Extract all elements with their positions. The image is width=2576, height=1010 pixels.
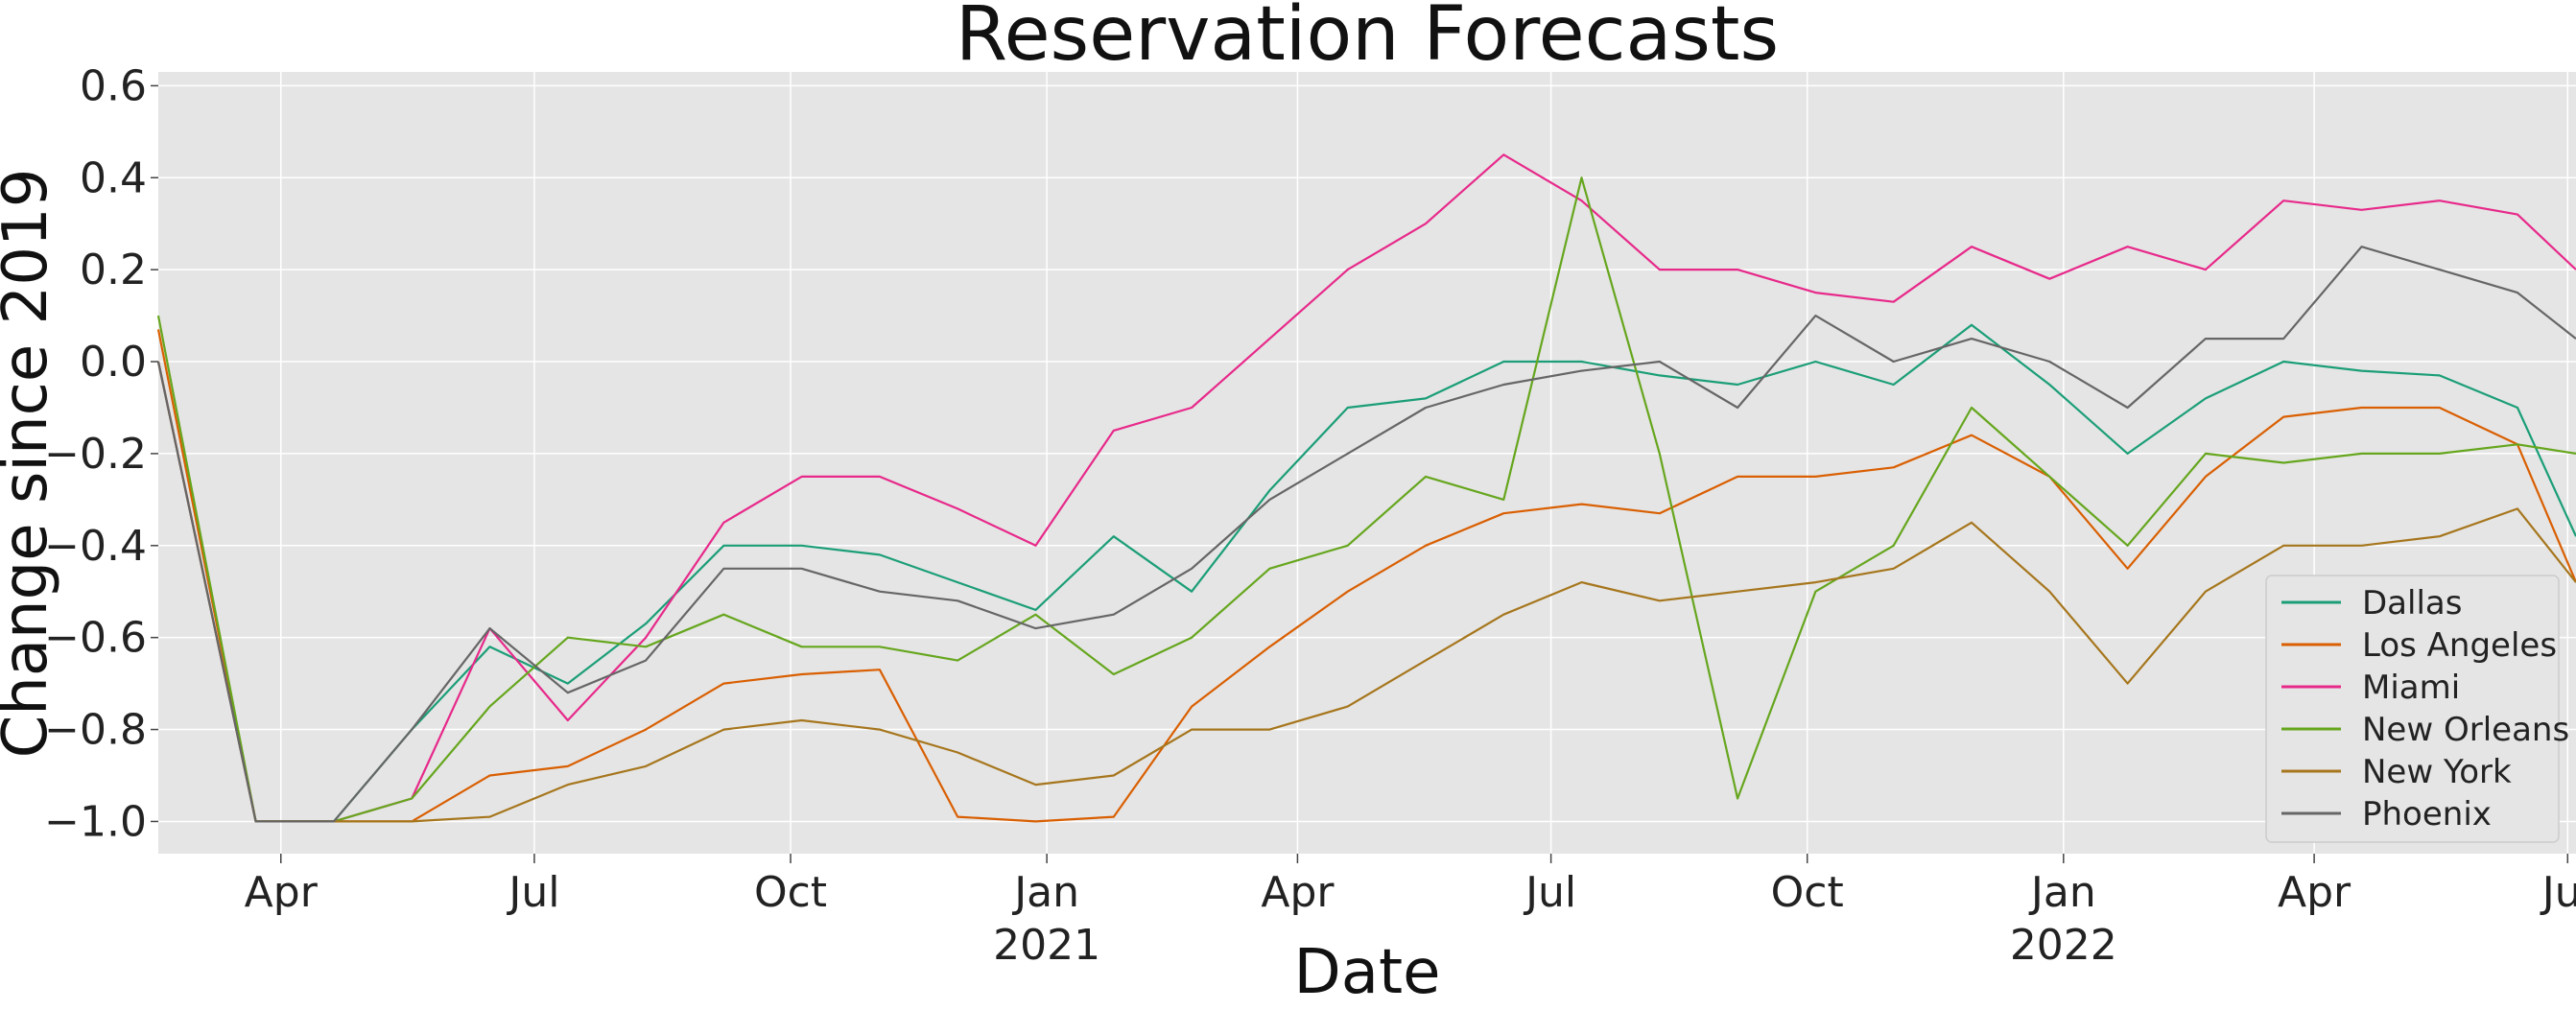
x-tick-label: Apr	[1261, 868, 1335, 917]
y-axis: −1.0 −0.8 −0.6 −0.4 −0.2 0.0 0.2 0.4 0.6	[44, 61, 158, 846]
y-tick-label: 0.4	[80, 153, 147, 202]
y-tick-label: −0.2	[44, 430, 147, 479]
legend-label: Miami	[2362, 669, 2460, 707]
y-tick-label: 0.6	[80, 61, 147, 110]
x-tick-label: Jul	[1523, 868, 1576, 917]
y-tick-label: −0.4	[44, 522, 147, 571]
x-tick-label: Oct	[1771, 868, 1844, 917]
legend-box	[2265, 575, 2560, 843]
x-tick-label: Jul	[2540, 868, 2576, 917]
y-axis-title: Change since 2019	[0, 169, 61, 759]
series-line-new-orleans	[156, 176, 2576, 823]
y-tick-label: −0.6	[44, 614, 147, 663]
x-tick-label: Oct	[754, 868, 827, 917]
x-tick-label: Jan	[1011, 868, 1079, 917]
y-tick-label: −0.8	[44, 706, 147, 755]
x-axis: AprJulOctJan2021AprJulOctJan2022AprJul	[245, 854, 2576, 970]
series-line-phoenix	[156, 246, 2576, 823]
x-tick-label: Jan	[2028, 868, 2096, 917]
legend: Dallas Los Angeles Miami New Orleans New Yor…	[2265, 575, 2569, 843]
x-axis-title: Date	[1294, 937, 1441, 1008]
legend-label: New York	[2362, 753, 2512, 791]
series-line-new-york	[156, 361, 2576, 823]
x-tick-label: Jul	[506, 868, 559, 917]
series-line-dallas	[156, 323, 2576, 823]
y-tick-label: 0.0	[80, 338, 147, 387]
legend-label: New Orleans	[2362, 711, 2569, 749]
y-tick-label: 0.2	[80, 246, 147, 294]
x-tick-year-label: 2022	[2010, 921, 2117, 970]
series-lines	[156, 153, 2576, 823]
series-line-miami	[156, 153, 2576, 823]
x-tick-year-label: 2021	[993, 921, 1100, 970]
chart-title: Reservation Forecasts	[956, 0, 1779, 78]
legend-label: Los Angeles	[2362, 626, 2557, 665]
x-tick-label: Apr	[2278, 868, 2351, 917]
grid	[158, 72, 2576, 854]
legend-label: Phoenix	[2362, 795, 2492, 834]
x-tick-label: Apr	[245, 868, 319, 917]
legend-label: Dallas	[2362, 584, 2462, 622]
plot-area	[158, 72, 2576, 854]
series-line-los-angeles	[156, 329, 2576, 823]
y-tick-label: −1.0	[44, 797, 147, 846]
